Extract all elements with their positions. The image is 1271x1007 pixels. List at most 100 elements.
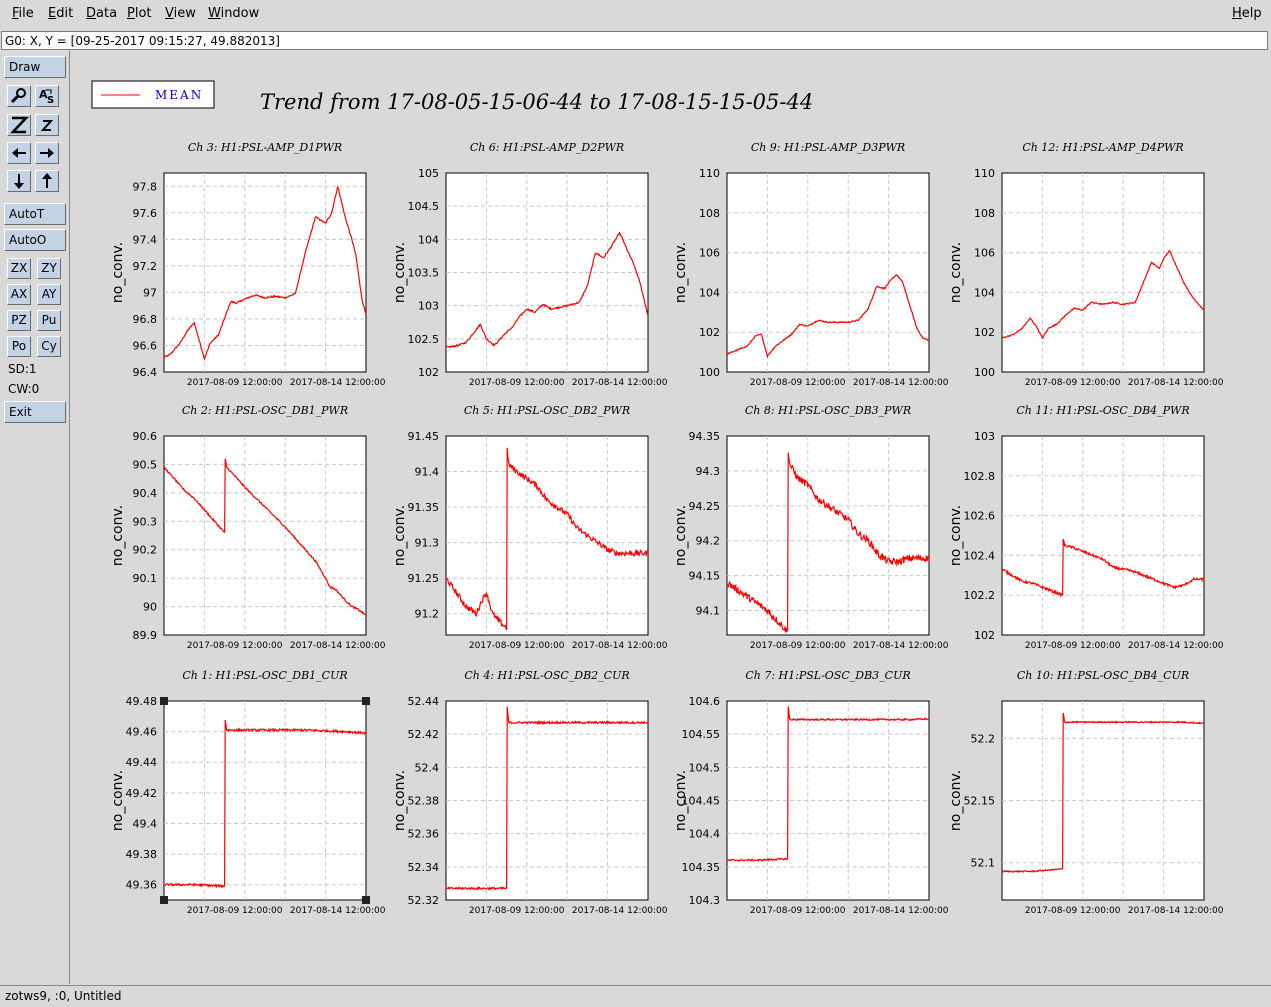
svg-text:S: S: [47, 95, 54, 106]
x-tick-label: 2017-08-09 12:00:00: [1025, 378, 1121, 388]
x-tick-label: 2017-08-14 12:00:00: [572, 906, 668, 916]
zoom-out-button[interactable]: [7, 114, 31, 136]
po-button[interactable]: Po: [7, 336, 31, 357]
arrow-up-icon: [42, 173, 52, 188]
y-tick-label: 52.36: [408, 828, 440, 841]
y-tick-label: 90.4: [133, 487, 158, 500]
arrow-right-icon: [40, 148, 54, 158]
x-tick-label: 2017-08-09 12:00:00: [750, 378, 846, 388]
y-tick-label: 104.5: [689, 761, 721, 774]
menu-plot[interactable]: Plot: [127, 6, 152, 21]
chart-3[interactable]: Ch 9: H1:PSL-AMP_D3PWR 100 102 104 106 108 110…: [673, 141, 949, 388]
series-line: [445, 706, 649, 891]
y-tick-label: 103: [418, 300, 439, 313]
pan-up-button[interactable]: [35, 170, 59, 192]
cy-button[interactable]: Cy: [37, 336, 61, 357]
y-tick-label: 100: [699, 366, 720, 379]
x-tick-label: 2017-08-14 12:00:00: [290, 641, 386, 651]
zoom-tool-button[interactable]: [7, 85, 31, 107]
chart-title: Ch 8: H1:PSL-OSC_DB3_PWR: [745, 404, 911, 417]
y-tick-label: 52.42: [408, 728, 440, 741]
y-tick-label: 94.3: [696, 465, 721, 478]
draw-button[interactable]: Draw: [4, 56, 66, 78]
y-tick-label: 94.15: [689, 570, 721, 583]
y-tick-label: 52.1: [971, 857, 996, 870]
plot-area: [445, 435, 649, 636]
y-tick-label: 102: [699, 326, 720, 339]
y-tick-label: 106: [699, 247, 720, 260]
chart-title: Ch 2: H1:PSL-OSC_DB1_PWR: [182, 404, 348, 417]
zy-button[interactable]: ZY: [37, 258, 61, 279]
chart-7[interactable]: Ch 8: H1:PSL-OSC_DB3_PWR 94.1 94.15 94.2 94.…: [673, 404, 949, 651]
y-tick-label: 97.2: [133, 260, 158, 273]
series-line: [163, 186, 367, 361]
pz-button[interactable]: PZ: [7, 310, 31, 331]
chart-title: Ch 10: H1:PSL-OSC_DB4_CUR: [1017, 669, 1189, 682]
plot-area: [1001, 435, 1205, 636]
plot-area: [163, 435, 367, 636]
chart-12[interactable]: Ch 10: H1:PSL-OSC_DB4_CUR 52.1 52.15 52.2 20…: [948, 669, 1224, 916]
chart-6[interactable]: Ch 5: H1:PSL-OSC_DB2_PWR 91.2 91.25 91.3 91.…: [392, 404, 668, 651]
zx-button[interactable]: ZX: [7, 258, 31, 279]
chart-4[interactable]: Ch 12: H1:PSL-AMP_D4PWR 100 102 104 106 108 11…: [948, 141, 1224, 388]
plot-canvas[interactable]: MEAN Trend from 17-08-05-15-06-44 to 17-…: [73, 53, 1267, 963]
autoo-button[interactable]: AutoO: [4, 229, 66, 251]
exit-button[interactable]: Exit: [4, 401, 66, 423]
x-tick-label: 2017-08-09 12:00:00: [469, 906, 565, 916]
plot-area: [1001, 172, 1205, 373]
menu-view[interactable]: View: [165, 6, 196, 21]
zoom-big-z-icon: [10, 116, 29, 134]
y-tick-label: 90.5: [133, 458, 158, 471]
y-axis-label: no_conv.: [110, 242, 126, 303]
chart-8[interactable]: Ch 11: H1:PSL-OSC_DB4_PWR 102 102.2 102.4 10…: [948, 404, 1224, 651]
selection-handle[interactable]: [160, 896, 168, 904]
pan-right-button[interactable]: [35, 142, 59, 164]
selection-handle[interactable]: [362, 697, 370, 705]
chart-title: Ch 6: H1:PSL-AMP_D2PWR: [470, 141, 624, 154]
y-tick-label: 102.2: [964, 589, 996, 602]
series-line: [726, 452, 930, 633]
y-tick-label: 91.3: [415, 537, 440, 550]
pu-button[interactable]: Pu: [37, 310, 61, 331]
y-tick-label: 104: [974, 286, 995, 299]
selection-handle[interactable]: [160, 697, 168, 705]
y-tick-label: 102.6: [964, 510, 996, 523]
y-tick-label: 52.4: [415, 761, 440, 774]
pan-left-button[interactable]: [7, 142, 31, 164]
chart-10[interactable]: Ch 4: H1:PSL-OSC_DB2_CUR 52.32 52.34 52.36 5…: [392, 669, 668, 916]
chart-2[interactable]: Ch 6: H1:PSL-AMP_D2PWR 102 102.5 103 103.5 10…: [392, 141, 668, 388]
chart-9[interactable]: Ch 1: H1:PSL-OSC_DB1_CUR 49.36 49.38 49.4 49…: [110, 669, 386, 916]
menu-data[interactable]: Data: [86, 6, 118, 21]
y-tick-label: 96.6: [133, 339, 158, 352]
pan-down-button[interactable]: [7, 170, 31, 192]
chart-1[interactable]: Ch 3: H1:PSL-AMP_D1PWR 96.4 96.6 96.8 97 97.2…: [110, 141, 386, 388]
y-tick-label: 94.35: [689, 430, 721, 443]
y-axis-label: no_conv.: [110, 505, 126, 566]
menu-window[interactable]: Window: [208, 6, 260, 21]
menu-file[interactable]: File: [12, 6, 34, 21]
menu-bar: File Edit Data Plot View Window Help: [0, 0, 1271, 30]
y-tick-label: 104.55: [682, 728, 721, 741]
y-axis-label: no_conv.: [948, 770, 964, 831]
y-tick-label: 91.2: [415, 608, 440, 621]
y-tick-label: 104.45: [682, 795, 721, 808]
x-tick-label: 2017-08-09 12:00:00: [187, 641, 283, 651]
cursor-readout-text: G0: X, Y = [09-25-2017 09:15:27, 49.8820…: [5, 34, 280, 48]
zoom-in-button[interactable]: [35, 114, 59, 136]
series-line: [1001, 249, 1205, 340]
chart-11[interactable]: Ch 7: H1:PSL-OSC_DB3_CUR 104.3 104.35 104.4…: [673, 669, 949, 916]
ax-button[interactable]: AX: [7, 284, 31, 305]
y-axis-label: no_conv.: [948, 505, 964, 566]
selection-handle[interactable]: [362, 896, 370, 904]
autot-button[interactable]: AutoT: [4, 203, 66, 225]
ay-button[interactable]: AY: [37, 284, 61, 305]
x-tick-label: 2017-08-09 12:00:00: [1025, 906, 1121, 916]
menu-help[interactable]: Help: [1232, 6, 1262, 21]
y-axis-label: no_conv.: [673, 242, 689, 303]
y-tick-label: 96.4: [133, 366, 158, 379]
y-tick-label: 90: [143, 601, 157, 614]
menu-edit[interactable]: Edit: [48, 6, 74, 21]
series-line: [446, 232, 649, 349]
chart-5[interactable]: Ch 2: H1:PSL-OSC_DB1_PWR 89.9 90 90.1 90.2 90…: [110, 404, 386, 651]
